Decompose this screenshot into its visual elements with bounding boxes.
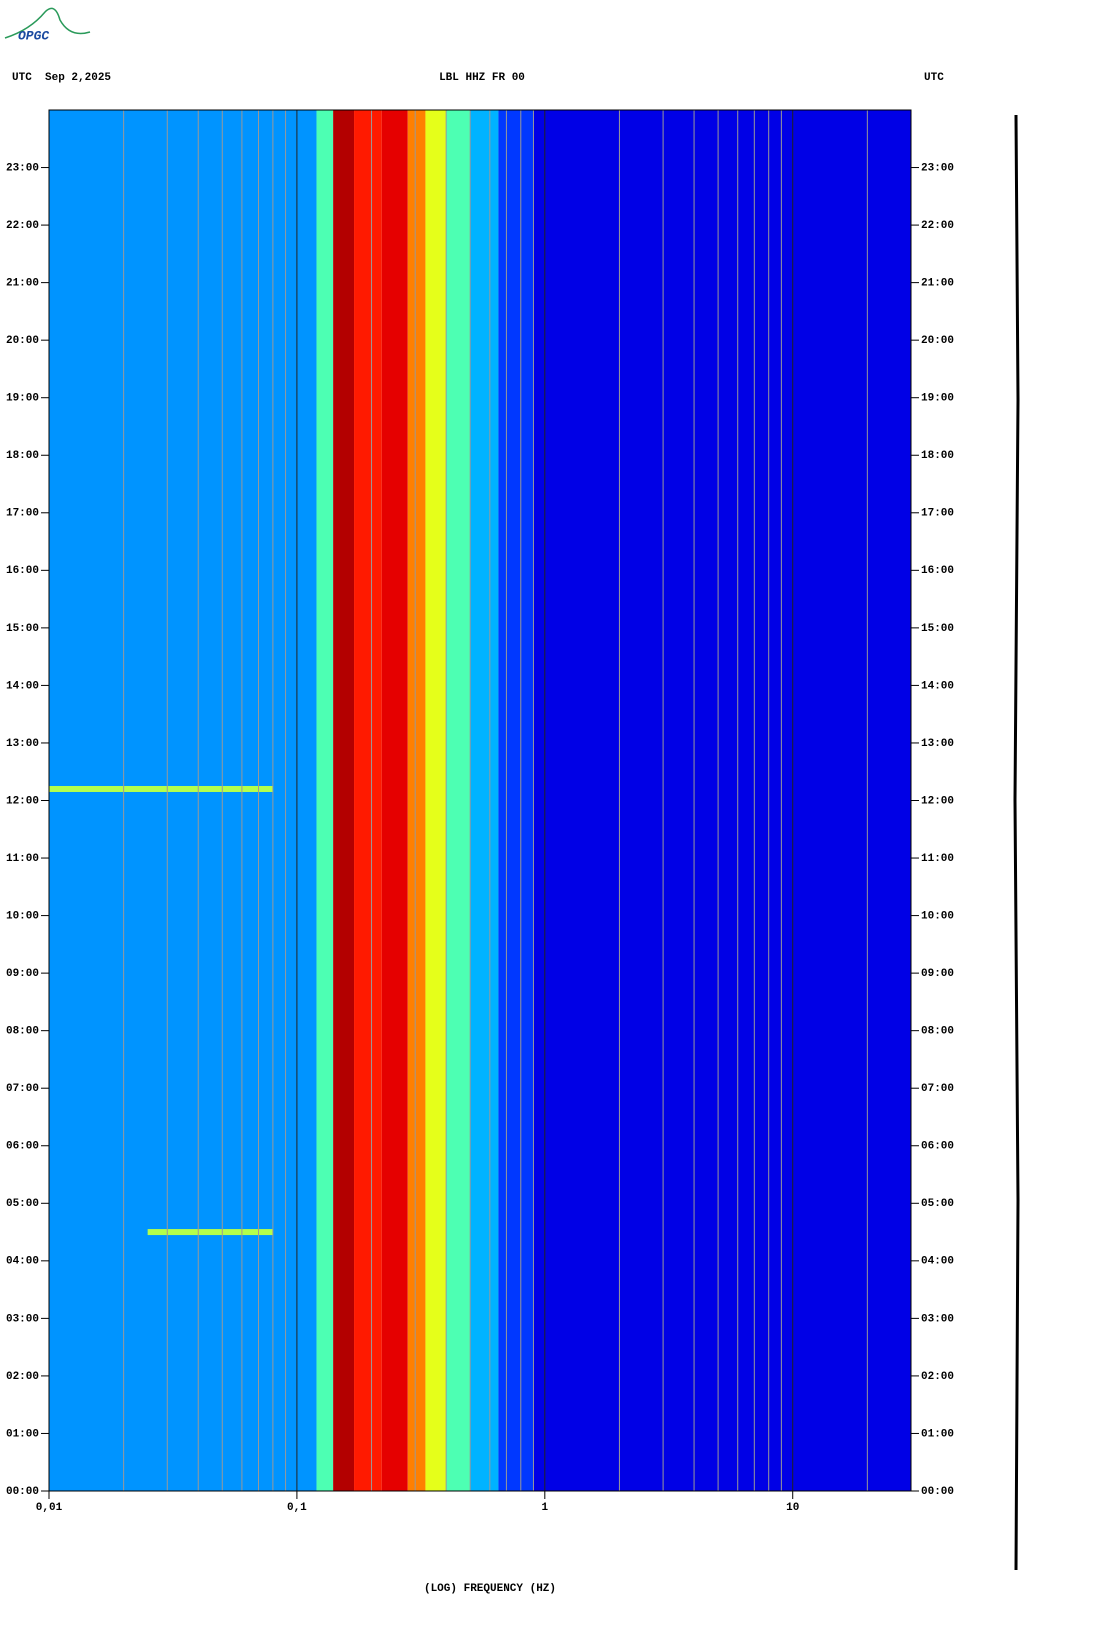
y-tick-label-right: 18:00 bbox=[921, 450, 954, 462]
logo: OPGC bbox=[18, 28, 49, 43]
y-tick-label-right: 10:00 bbox=[921, 910, 954, 922]
spectrum-band bbox=[407, 110, 426, 1491]
y-tick-label: 20:00 bbox=[6, 335, 39, 347]
event-band bbox=[49, 785, 273, 792]
y-tick-label-right: 00:00 bbox=[921, 1486, 954, 1498]
y-tick-label: 05:00 bbox=[6, 1198, 39, 1210]
spectrum-band bbox=[354, 110, 382, 1491]
y-tick-label-right: 15:00 bbox=[921, 623, 954, 635]
y-tick-label-right: 13:00 bbox=[921, 738, 954, 750]
y-tick-label-right: 08:00 bbox=[921, 1026, 954, 1038]
y-tick-label: 22:00 bbox=[6, 220, 39, 232]
spectrum-band bbox=[49, 110, 317, 1491]
y-tick-label: 13:00 bbox=[6, 738, 39, 750]
y-tick-label-right: 03:00 bbox=[921, 1313, 954, 1325]
y-tick-label: 08:00 bbox=[6, 1026, 39, 1038]
y-tick-label-right: 06:00 bbox=[921, 1141, 954, 1153]
y-tick-label-right: 21:00 bbox=[921, 278, 954, 290]
y-tick-label: 04:00 bbox=[6, 1256, 39, 1268]
y-tick-label: 15:00 bbox=[6, 623, 39, 635]
event-band bbox=[147, 1229, 273, 1236]
left-label: UTC Sep 2,2025 bbox=[12, 72, 111, 84]
y-tick-label: 18:00 bbox=[6, 450, 39, 462]
spectrum-band bbox=[333, 110, 355, 1491]
y-tick-label: 10:00 bbox=[6, 910, 39, 922]
y-tick-label: 19:00 bbox=[6, 393, 39, 405]
y-tick-label-right: 04:00 bbox=[921, 1256, 954, 1268]
spectrum-band bbox=[470, 110, 499, 1491]
x-tick-label: 10 bbox=[786, 1502, 799, 1514]
y-tick-label: 00:00 bbox=[6, 1486, 39, 1498]
spectrum-band bbox=[425, 110, 447, 1491]
y-tick-label: 06:00 bbox=[6, 1141, 39, 1153]
y-tick-label-right: 11:00 bbox=[921, 853, 954, 865]
y-tick-label: 12:00 bbox=[6, 795, 39, 807]
y-tick-label: 21:00 bbox=[6, 278, 39, 290]
logo-curve bbox=[4, 7, 91, 39]
y-tick-label: 11:00 bbox=[6, 853, 39, 865]
y-tick-label-right: 19:00 bbox=[921, 393, 954, 405]
spectrum-band bbox=[446, 110, 471, 1491]
y-tick-label: 09:00 bbox=[6, 968, 39, 980]
y-tick-label-right: 16:00 bbox=[921, 565, 954, 577]
y-tick-label-right: 12:00 bbox=[921, 795, 954, 807]
seismogram-trace bbox=[1013, 114, 1020, 1571]
y-tick-label-right: 17:00 bbox=[921, 508, 954, 520]
chart-title: LBL HHZ FR 00 bbox=[439, 72, 525, 84]
y-tick-label-right: 23:00 bbox=[921, 162, 954, 174]
spectrum-band bbox=[533, 110, 911, 1491]
spectrum-band bbox=[498, 110, 534, 1491]
y-tick-label: 23:00 bbox=[6, 162, 39, 174]
plot-frame bbox=[48, 109, 912, 1492]
y-tick-label-right: 14:00 bbox=[921, 680, 954, 692]
x-tick-label: 1 bbox=[542, 1502, 549, 1514]
y-tick-label-right: 22:00 bbox=[921, 220, 954, 232]
spectrum-band bbox=[316, 110, 334, 1491]
y-tick-label-right: 05:00 bbox=[921, 1198, 954, 1210]
right-label: UTC bbox=[924, 72, 944, 84]
y-tick-label: 16:00 bbox=[6, 565, 39, 577]
spectrum-band bbox=[381, 110, 408, 1491]
y-tick-label: 17:00 bbox=[6, 508, 39, 520]
y-tick-label: 14:00 bbox=[6, 680, 39, 692]
y-tick-label-right: 20:00 bbox=[921, 335, 954, 347]
y-tick-label: 03:00 bbox=[6, 1313, 39, 1325]
y-tick-label-right: 01:00 bbox=[921, 1428, 954, 1440]
y-tick-label: 07:00 bbox=[6, 1083, 39, 1095]
y-tick-label: 01:00 bbox=[6, 1428, 39, 1440]
x-tick-label: 0,1 bbox=[287, 1502, 307, 1514]
y-tick-label: 02:00 bbox=[6, 1371, 39, 1383]
x-tick-label: 0,01 bbox=[36, 1502, 63, 1514]
y-tick-label-right: 07:00 bbox=[921, 1083, 954, 1095]
y-tick-label-right: 09:00 bbox=[921, 968, 954, 980]
y-tick-label-right: 02:00 bbox=[921, 1371, 954, 1383]
x-axis-label: (LOG) FREQUENCY (HZ) bbox=[424, 1583, 556, 1595]
